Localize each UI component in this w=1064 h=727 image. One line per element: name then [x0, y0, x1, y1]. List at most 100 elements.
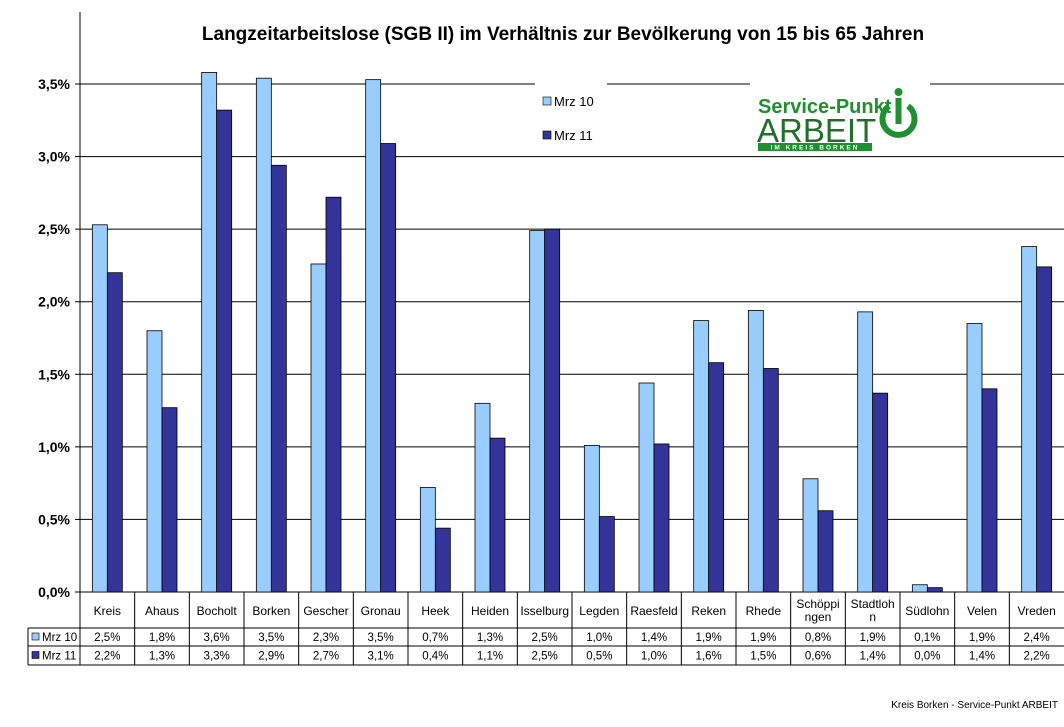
bar-mrz-11-kreis	[106, 272, 123, 593]
data-label: 2,5%	[94, 632, 120, 644]
x-tick-label: Schöppi	[796, 597, 839, 611]
logo-power-stem-icon	[895, 98, 902, 124]
x-tick-label: Heek	[421, 604, 450, 618]
bar-mrz-11-bocholt	[216, 109, 233, 593]
legend: Mrz 10 Mrz 11	[535, 80, 607, 152]
logo-text-arbeit: ARBEIT	[757, 112, 876, 149]
data-label: 1,5%	[750, 651, 776, 663]
x-tick-label: Velen	[967, 604, 997, 618]
bar-mrz-11-heiden	[489, 437, 506, 593]
y-tick-label: 3,5%	[38, 76, 70, 92]
data-label: 3,3%	[204, 651, 230, 663]
bar-mrz-11-rhede	[762, 368, 779, 593]
logo-text-service-punkt: Service-Punkt	[758, 96, 892, 118]
bar-mrz-11-velen	[981, 388, 998, 593]
data-label: 2,5%	[532, 632, 558, 644]
bar-mrz-10-rhede	[747, 310, 764, 593]
bar-mrz-10-isselburg	[529, 230, 546, 593]
bar-mrz-10-heiden	[474, 402, 491, 593]
legend-label-mrz11: Mrz 11	[554, 128, 593, 143]
x-tick-label: Kreis	[94, 604, 121, 618]
bar-mrz-10-stadtlohn	[857, 311, 874, 593]
x-tick-label: Heiden	[471, 604, 509, 618]
data-label: 0,0%	[914, 651, 940, 663]
bar-mrz-11-raesfeld	[653, 443, 670, 593]
data-label: 3,5%	[368, 632, 394, 644]
data-label: 3,6%	[204, 632, 230, 644]
data-label: 1,4%	[860, 651, 886, 663]
legend-swatch-mrz11	[542, 130, 552, 140]
y-tick-label: 0,0%	[38, 584, 70, 600]
table-series-name-mrz-11: Mrz 11	[42, 651, 76, 663]
data-label: 1,8%	[149, 632, 175, 644]
x-tick-label: Gescher	[303, 604, 348, 618]
x-tick-label: Raesfeld	[630, 604, 677, 618]
data-label: 3,5%	[258, 632, 284, 644]
y-tick-label: 0,5%	[38, 511, 70, 527]
data-label: 1,3%	[149, 651, 175, 663]
logo-power-icon	[879, 103, 918, 138]
logo-text-im-kreis-borken: IM KREIS BORKEN	[771, 145, 860, 152]
data-label: 2,2%	[94, 651, 120, 663]
x-tick-label: Isselburg	[520, 604, 569, 618]
x-tick-label: Stadtloh	[851, 597, 895, 611]
bar-mrz-10-gescher	[310, 263, 327, 593]
data-label: 1,3%	[477, 632, 503, 644]
chart-title: Langzeitarbeitslose (SGB II) im Verhältn…	[202, 24, 924, 45]
y-tick-label: 3,0%	[38, 149, 70, 165]
bar-mrz-11-schoppingen	[817, 510, 834, 593]
x-tick-label: Bocholt	[197, 604, 238, 618]
bar-mrz-11-isselburg	[544, 228, 561, 593]
bar-mrz-10-reken	[693, 320, 710, 593]
data-label: 1,9%	[750, 632, 776, 644]
bar-mrz-10-bocholt	[201, 71, 218, 593]
bar-mrz-10-raesfeld	[638, 382, 655, 593]
x-tick-label: ngen	[805, 610, 832, 624]
y-tick-label: 1,0%	[38, 439, 70, 455]
bar-mrz-10-legden	[583, 445, 600, 593]
data-label: 0,8%	[805, 632, 831, 644]
data-label: 1,0%	[641, 651, 667, 663]
bar-mrz-11-legden	[598, 516, 615, 593]
x-tick-label: Reken	[691, 604, 726, 618]
bar-mrz-11-borken	[270, 164, 287, 593]
bar-mrz-10-borken	[255, 77, 272, 593]
bar-mrz-11-vreden	[1036, 266, 1053, 593]
footer-source: Kreis Borken - Service-Punkt ARBEIT	[891, 700, 1058, 711]
x-tick-label: Gronau	[361, 604, 401, 618]
data-label: 0,1%	[914, 632, 940, 644]
bar-mrz-11-gronau	[380, 143, 397, 593]
data-table: Kreis Ahaus Bocholt Borken Gescher Gronau Heek…	[27, 592, 1064, 666]
table-series-name-mrz-10: Mrz 10	[42, 632, 77, 644]
bar-mrz-10-vreden	[1021, 246, 1038, 593]
y-tick-label: 1,5%	[38, 366, 70, 382]
bar-mrz-11-gescher	[325, 196, 342, 593]
data-label: 2,3%	[313, 632, 339, 644]
data-label: 2,5%	[532, 651, 558, 663]
legend-label-mrz10: Mrz 10	[554, 94, 594, 109]
data-label: 1,4%	[641, 632, 667, 644]
bar-mrz-11-sudlohn	[926, 587, 943, 593]
x-tick-label: Ahaus	[145, 604, 179, 618]
data-label: 1,9%	[969, 632, 995, 644]
bar-mrz-10-gronau	[365, 79, 382, 593]
bar-mrz-10-sudlohn	[911, 584, 928, 593]
bar-mrz-10-kreis	[91, 224, 108, 593]
gridlines	[80, 83, 1064, 593]
bar-mrz-11-reken	[708, 362, 725, 593]
logo-band	[758, 143, 872, 151]
data-label: 1,4%	[969, 651, 995, 663]
service-punkt-arbeit-logo: Service-Punkt ARBEIT IM KREIS BORKEN	[750, 80, 930, 155]
data-label: 2,4%	[1024, 632, 1050, 644]
table-legend-key-mrz-11	[31, 651, 40, 659]
bar-mrz-11-stadtlohn	[872, 392, 889, 593]
data-label: 1,0%	[586, 632, 612, 644]
data-label: 1,6%	[696, 651, 722, 663]
logo-dot-icon	[894, 88, 903, 96]
x-tick-label: Südlohn	[905, 604, 949, 618]
data-label: 1,9%	[696, 632, 722, 644]
bar-mrz-11-ahaus	[161, 407, 178, 593]
bar-mrz-10-schoppingen	[802, 478, 819, 593]
data-label: 1,1%	[477, 651, 503, 663]
